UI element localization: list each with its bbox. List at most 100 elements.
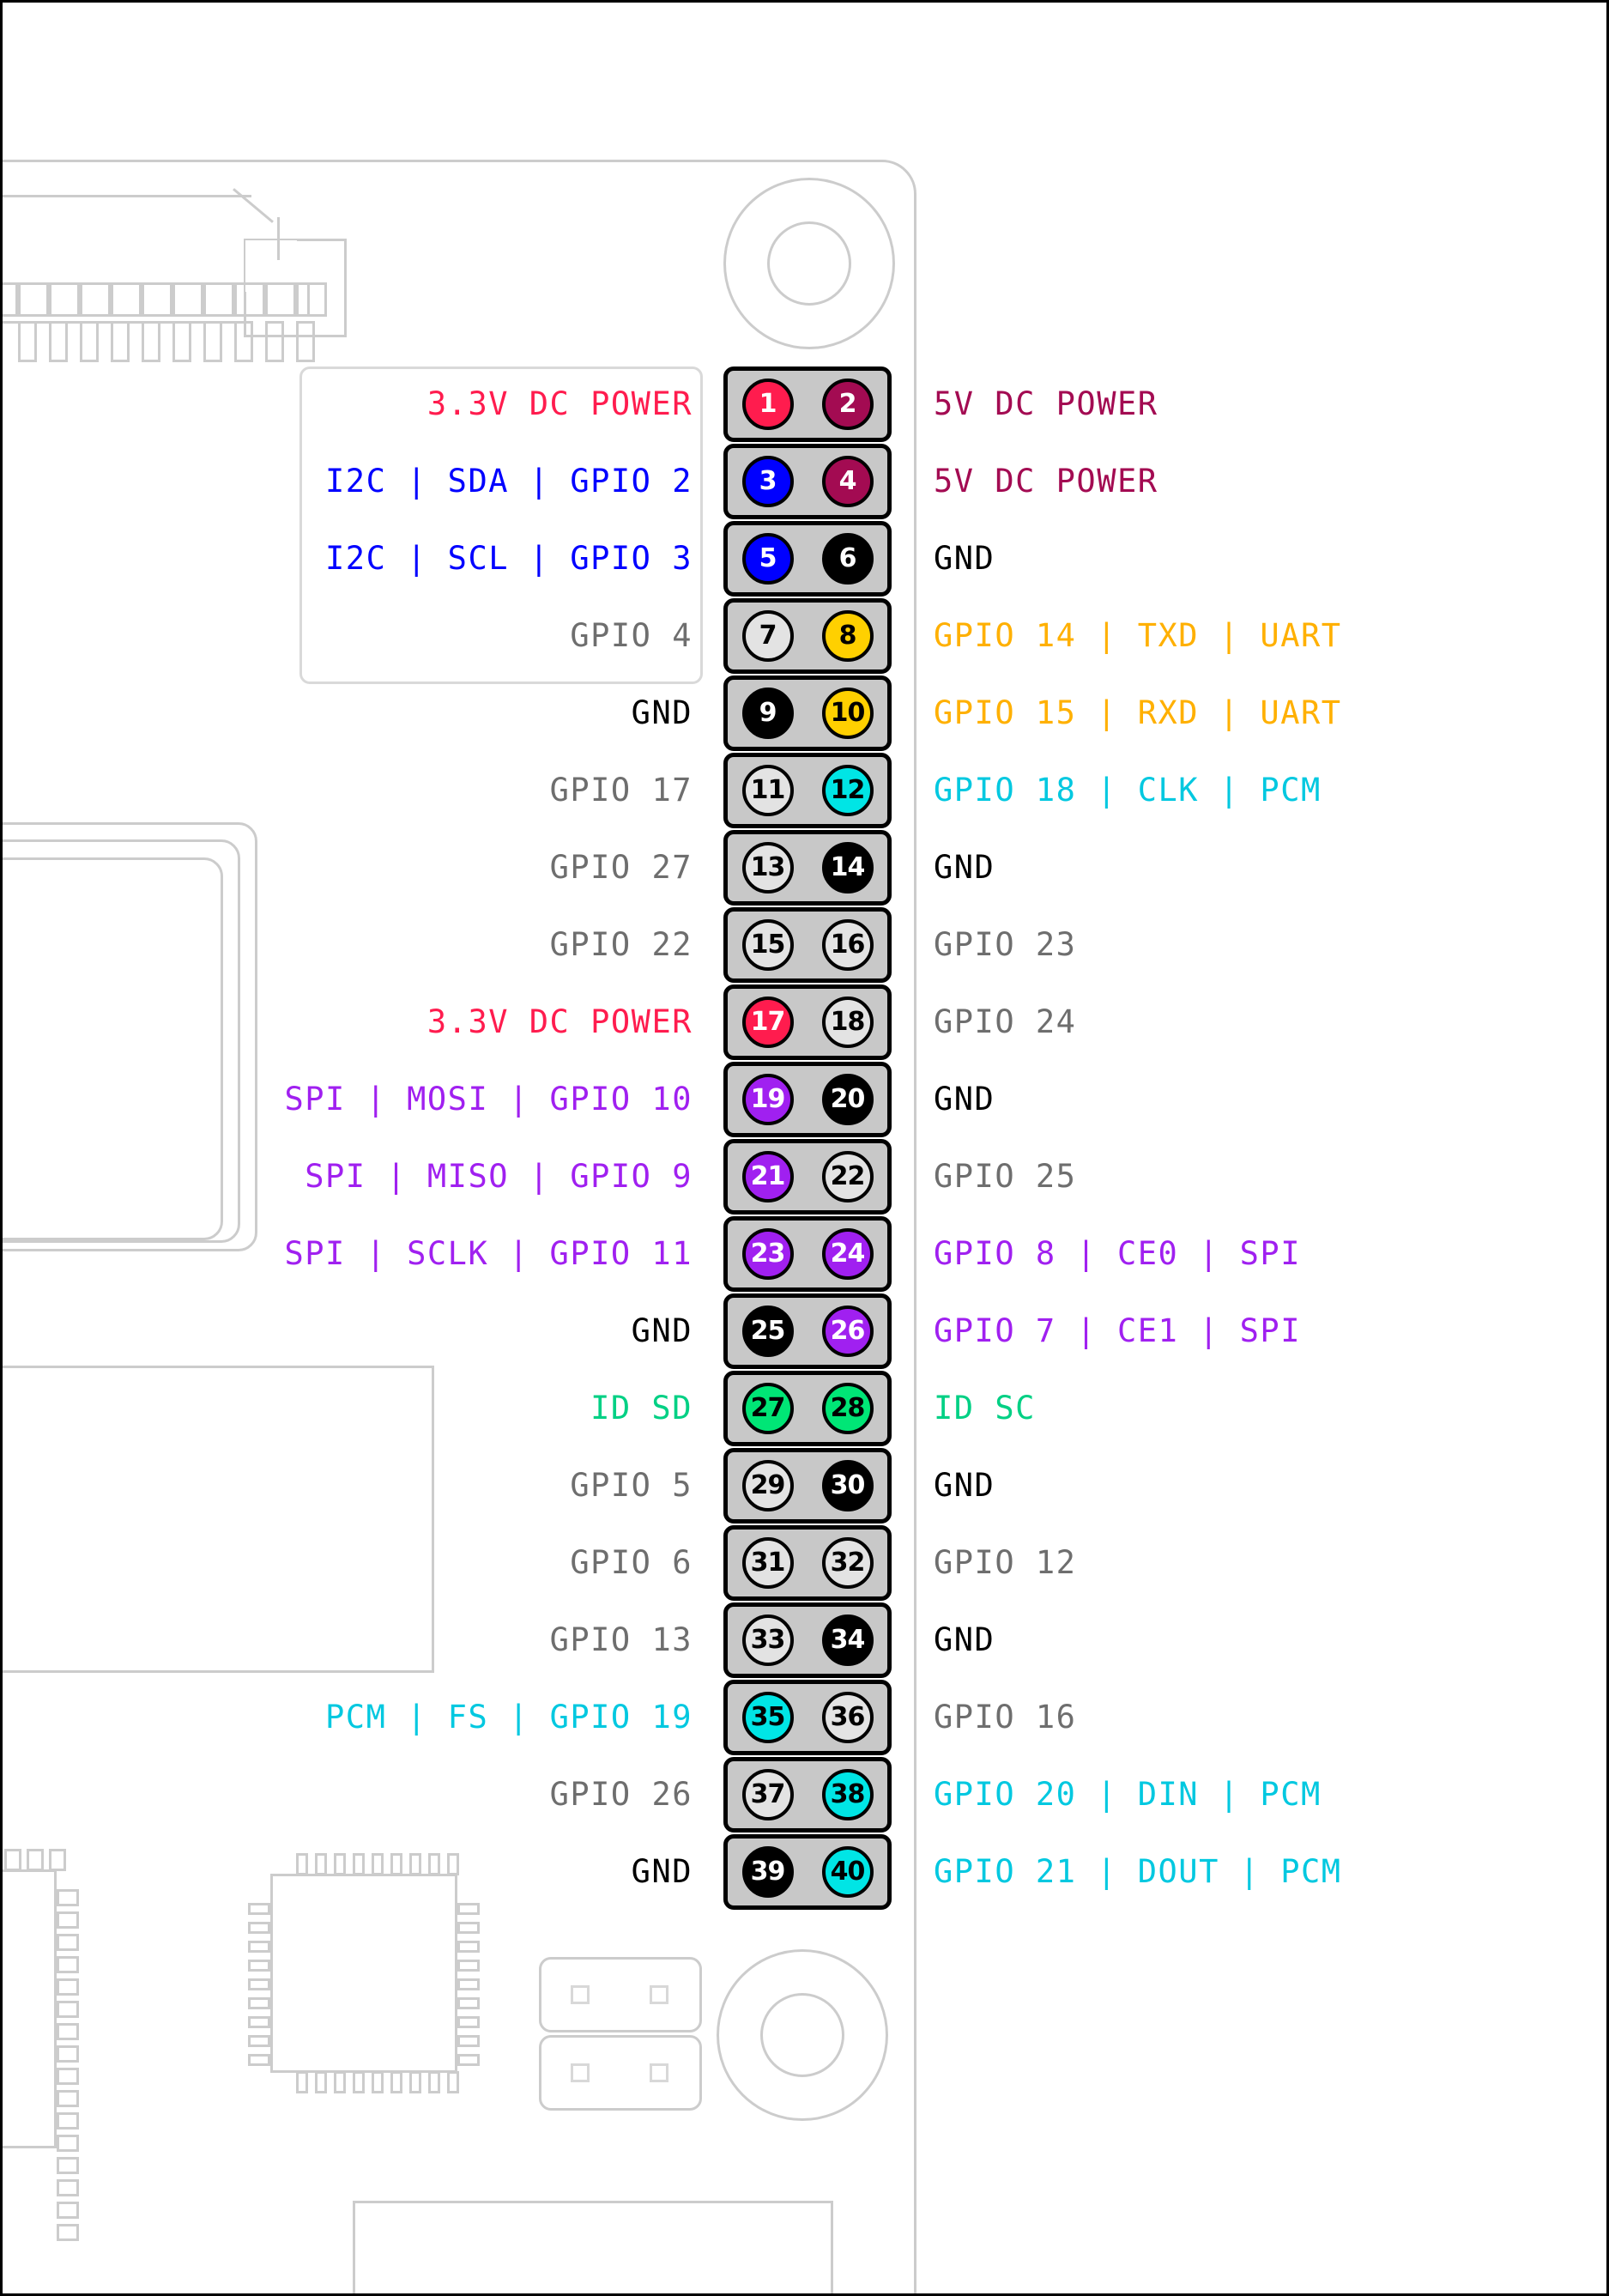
memory-chip-leg-right [57, 2068, 79, 2085]
pin-40[interactable]: 40 [821, 1846, 874, 1898]
pin-row[interactable]: 29 30 [723, 1448, 892, 1524]
memory-chip-leg-top [27, 1849, 44, 1871]
pin-31[interactable]: 31 [741, 1537, 794, 1589]
pin-10[interactable]: 10 [821, 688, 874, 739]
pin-row[interactable]: 15 16 [723, 907, 892, 983]
pin-9[interactable]: 9 [741, 688, 794, 739]
pin-24[interactable]: 24 [821, 1228, 874, 1280]
pin-row[interactable]: 35 36 [723, 1680, 892, 1755]
pin-row[interactable]: 33 34 [723, 1602, 892, 1678]
pin-4[interactable]: 4 [821, 456, 874, 507]
pin-row[interactable]: 21 22 [723, 1139, 892, 1215]
pin-row[interactable]: 13 14 [723, 830, 892, 906]
pin-22[interactable]: 22 [821, 1151, 874, 1203]
pin-row[interactable]: 25 26 [723, 1293, 892, 1369]
ethernet-port [3, 1366, 434, 1673]
pin-14[interactable]: 14 [821, 842, 874, 894]
pin-23[interactable]: 23 [741, 1228, 794, 1280]
soc-leg-top [353, 1853, 365, 1875]
left-label-pin-15: GPIO 22 [549, 926, 693, 963]
pin-11[interactable]: 11 [741, 765, 794, 816]
soc-leg-left [248, 1922, 270, 1934]
left-label-pin-39: GND [631, 1853, 693, 1890]
pin-30[interactable]: 30 [821, 1460, 874, 1511]
pin-row[interactable]: 17 18 [723, 984, 892, 1060]
soc-leg-bottom [334, 2071, 346, 2093]
mounting-hole-top-inner [767, 221, 851, 306]
memory-chip-leg-right [57, 2112, 79, 2129]
pin-32[interactable]: 32 [821, 1537, 874, 1589]
left-label-pin-35: PCM | FS | GPIO 19 [325, 1699, 693, 1736]
right-label-pin-28: ID SC [934, 1390, 1036, 1427]
right-label-pin-6: GND [934, 540, 995, 577]
left-label-pin-37: GPIO 26 [549, 1776, 693, 1813]
soc-leg-bottom [390, 2071, 402, 2093]
pin-row[interactable]: 19 20 [723, 1062, 892, 1137]
bottom-connector [353, 2201, 833, 2293]
fpc-leg [80, 321, 99, 362]
fpc-tick [3, 282, 18, 317]
memory-chip-leg-right [57, 2001, 79, 2018]
memory-chip-leg-right [57, 2224, 79, 2241]
pin-25[interactable]: 25 [741, 1306, 794, 1357]
pin-1[interactable]: 1 [741, 379, 794, 430]
pin-19[interactable]: 19 [741, 1074, 794, 1125]
pin-5[interactable]: 5 [741, 533, 794, 585]
pin-36[interactable]: 36 [821, 1692, 874, 1743]
pin-2[interactable]: 2 [821, 379, 874, 430]
right-label-pin-18: GPIO 24 [934, 1003, 1077, 1040]
left-label-pin-21: SPI | MISO | GPIO 9 [305, 1158, 693, 1195]
pin-34[interactable]: 34 [821, 1614, 874, 1666]
right-label-pin-24: GPIO 8 | CE0 | SPI [934, 1235, 1301, 1272]
memory-chip-leg-right [57, 2157, 79, 2174]
pin-12[interactable]: 12 [821, 765, 874, 816]
memory-chip-leg-right [57, 2202, 79, 2219]
pin-13[interactable]: 13 [741, 842, 794, 894]
pin-7[interactable]: 7 [741, 610, 794, 662]
pin-28[interactable]: 28 [821, 1383, 874, 1434]
pin-row[interactable]: 39 40 [723, 1834, 892, 1910]
pin-row[interactable]: 27 28 [723, 1371, 892, 1446]
fpc-leg [18, 321, 37, 362]
soc-leg-left [248, 1997, 270, 2009]
right-label-pin-8: GPIO 14 | TXD | UART [934, 617, 1342, 654]
memory-chip-leg-top [49, 1849, 66, 1871]
memory-chip-leg-right [57, 2023, 79, 2040]
pin-20[interactable]: 20 [821, 1074, 874, 1125]
pin-16[interactable]: 16 [821, 919, 874, 971]
pin-row[interactable]: 11 12 [723, 753, 892, 828]
right-label-pin-22: GPIO 25 [934, 1158, 1077, 1195]
pin-row[interactable]: 37 38 [723, 1757, 892, 1833]
pin-18[interactable]: 18 [821, 997, 874, 1048]
pin-39[interactable]: 39 [741, 1846, 794, 1898]
pin-38[interactable]: 38 [821, 1769, 874, 1820]
pin-33[interactable]: 33 [741, 1614, 794, 1666]
soc-leg-right [457, 2054, 480, 2066]
pin-15[interactable]: 15 [741, 919, 794, 971]
right-label-pin-20: GND [934, 1081, 995, 1118]
pin-8[interactable]: 8 [821, 610, 874, 662]
gpio-header[interactable]: 1 2 3 4 5 6 7 8 9 10 11 12 13 14 15 16 17 18 19 20 21 22 23 24 2… [723, 367, 892, 1911]
pin-37[interactable]: 37 [741, 1769, 794, 1820]
left-label-pin-9: GND [631, 694, 693, 731]
pin-6[interactable]: 6 [821, 533, 874, 585]
pin-27[interactable]: 27 [741, 1383, 794, 1434]
left-label-pin-31: GPIO 6 [570, 1544, 693, 1581]
pin-row[interactable]: 31 32 [723, 1525, 892, 1601]
pin-35[interactable]: 35 [741, 1692, 794, 1743]
pin-21[interactable]: 21 [741, 1151, 794, 1203]
right-label-pin-12: GPIO 18 | CLK | PCM [934, 772, 1322, 809]
run-header-row-bottom [539, 2035, 702, 2111]
pin-26[interactable]: 26 [821, 1306, 874, 1357]
pin-17[interactable]: 17 [741, 997, 794, 1048]
pin-row[interactable]: 9 10 [723, 675, 892, 751]
pin-row[interactable]: 23 24 [723, 1216, 892, 1292]
usb-port-inner [3, 857, 223, 1240]
pin-29[interactable]: 29 [741, 1460, 794, 1511]
right-label-pin-32: GPIO 12 [934, 1544, 1077, 1581]
pin-3[interactable]: 3 [741, 456, 794, 507]
